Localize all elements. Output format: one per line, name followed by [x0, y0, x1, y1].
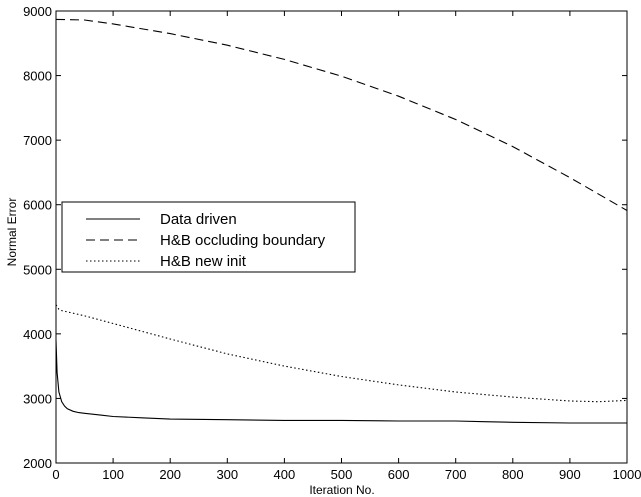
y-tick-label: 6000	[23, 198, 52, 213]
series-line-2	[55, 18, 628, 211]
series-lines	[55, 18, 628, 424]
y-tick-label: 9000	[23, 4, 52, 19]
y-axis: 2000 3000 4000 5000 6000 7000 8000 9000	[23, 4, 627, 471]
legend-label: H&B occluding boundary	[160, 232, 326, 249]
x-axis-label: Iteration No.	[309, 483, 374, 497]
x-tick-label: 900	[559, 467, 581, 482]
x-tick-label: 400	[274, 467, 296, 482]
y-axis-label: Normal Error	[5, 198, 19, 267]
y-tick-label: 4000	[23, 327, 52, 342]
x-tick-label: 700	[445, 467, 467, 482]
x-axis: 0 100 200 300 400 500 600 700 800 900 1000	[52, 11, 641, 482]
legend-label: Data driven	[160, 211, 237, 228]
x-tick-label: 1000	[613, 467, 641, 482]
y-tick-label: 5000	[23, 262, 52, 277]
x-tick-label: 100	[102, 467, 124, 482]
series-line-3	[55, 304, 628, 403]
series-line-1	[55, 340, 627, 424]
x-tick-label: 300	[216, 467, 238, 482]
legend-label: H&B new init	[160, 253, 247, 270]
y-tick-label: 8000	[23, 69, 52, 84]
y-tick-label: 3000	[23, 391, 52, 406]
x-tick-label: 200	[159, 467, 181, 482]
y-tick-label: 2000	[23, 456, 52, 471]
x-tick-label: 500	[331, 467, 353, 482]
legend-box	[61, 201, 356, 273]
legend: Data driven H&B occluding boundary H&B new…	[61, 201, 356, 273]
x-tick-label: 800	[502, 467, 524, 482]
y-tick-label: 7000	[23, 133, 52, 148]
x-tick-label: 0	[52, 467, 59, 482]
x-tick-label: 600	[388, 467, 410, 482]
